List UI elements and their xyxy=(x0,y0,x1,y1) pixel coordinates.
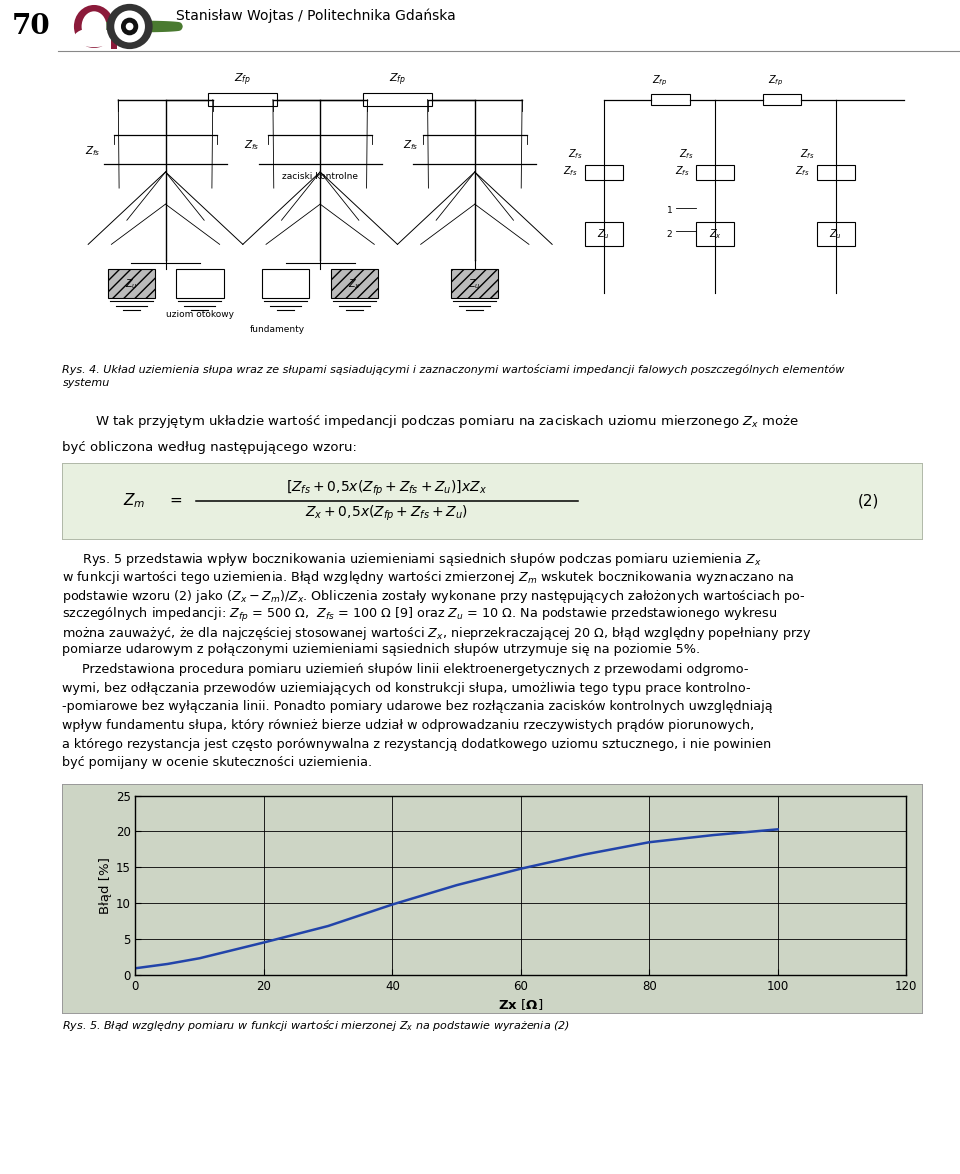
Text: zaciski kontrolne: zaciski kontrolne xyxy=(282,173,358,181)
Text: Stanisław Wojtas / Politechnika Gdańska: Stanisław Wojtas / Politechnika Gdańska xyxy=(176,8,455,22)
Ellipse shape xyxy=(74,5,114,48)
Bar xyxy=(762,94,802,104)
Text: $Z_u$: $Z_u$ xyxy=(125,277,137,291)
Bar xyxy=(585,222,623,245)
Bar xyxy=(262,269,309,298)
Text: $Z_{fs}$: $Z_{fs}$ xyxy=(402,137,419,151)
Text: $Z_{fs}$: $Z_{fs}$ xyxy=(675,164,689,178)
Text: $Z_x$: $Z_x$ xyxy=(348,277,361,291)
Text: $Z_x$: $Z_x$ xyxy=(708,228,722,241)
Text: -pomiarowe bez wyłączania linii. Ponadto pomiary udarowe bez rozłączania zaciskó: -pomiarowe bez wyłączania linii. Ponadto… xyxy=(62,701,773,714)
Text: (2): (2) xyxy=(857,493,878,508)
Text: W tak przyjętym układzie wartość impedancji podczas pomiaru na zaciskach uziomu : W tak przyjętym układzie wartość impedan… xyxy=(95,413,800,430)
Text: $Z_m$: $Z_m$ xyxy=(123,492,145,510)
Text: być pomijany w ocenie skuteczności uziemienia.: być pomijany w ocenie skuteczności uziem… xyxy=(62,756,372,769)
Text: a którego rezystancja jest często porównywalna z rezystancją dodatkowego uziomu : a którego rezystancja jest często porówn… xyxy=(62,737,772,750)
Text: $Z_u$: $Z_u$ xyxy=(468,277,481,291)
Text: Rys. 5 przedstawia wpływ bocznikowania uziemieniami sąsiednich słupów podczas po: Rys. 5 przedstawia wpływ bocznikowania u… xyxy=(62,551,762,567)
Text: $Z_{fs}$: $Z_{fs}$ xyxy=(564,164,578,178)
Bar xyxy=(697,222,734,245)
Ellipse shape xyxy=(126,22,133,31)
Text: wymi, bez odłączania przewodów uziemiających od konstrukcji słupa, umożliwia teg: wymi, bez odłączania przewodów uziemiają… xyxy=(62,682,751,695)
Text: $Z_{fs}$: $Z_{fs}$ xyxy=(244,137,259,151)
Bar xyxy=(177,269,224,298)
Text: $Z_u$: $Z_u$ xyxy=(829,228,842,241)
Bar xyxy=(697,166,734,180)
Bar xyxy=(817,166,854,180)
Text: pomiarze udarowym z połączonymi uziemieniami sąsiednich słupów utrzymuje się na : pomiarze udarowym z połączonymi uziemien… xyxy=(62,643,701,656)
Bar xyxy=(651,94,689,104)
Text: $Z_{fp}$: $Z_{fp}$ xyxy=(652,74,667,88)
Bar xyxy=(363,93,432,106)
Text: $Z_{fs}$: $Z_{fs}$ xyxy=(680,147,694,161)
Ellipse shape xyxy=(107,4,153,49)
Text: Rys. 5. Błąd względny pomiaru w funkcji wartości mierzonej $Z_x$ na podstawie wy: Rys. 5. Błąd względny pomiaru w funkcji … xyxy=(62,1018,570,1033)
Bar xyxy=(111,19,117,48)
Bar xyxy=(451,269,498,298)
Text: $Z_{fs}$: $Z_{fs}$ xyxy=(800,147,814,161)
Ellipse shape xyxy=(121,18,138,35)
Text: $Z_{fp}$: $Z_{fp}$ xyxy=(234,72,252,88)
Ellipse shape xyxy=(82,12,107,41)
Text: $Z_{fp}$: $Z_{fp}$ xyxy=(389,72,406,88)
Text: szczególnych impedancji: $Z_{fp}$ = 500 Ω,  $Z_{fs}$ = 100 Ω [9] oraz $Z_u$ = 10: szczególnych impedancji: $Z_{fp}$ = 500 … xyxy=(62,606,778,625)
Text: można zauważyć, że dla najczęściej stosowanej wartości $Z_x$, nieprzekraczającej: można zauważyć, że dla najczęściej stoso… xyxy=(62,625,812,642)
Text: uziom otokowy: uziom otokowy xyxy=(166,310,234,319)
Bar xyxy=(108,269,155,298)
Text: w funkcji wartości tego uziemienia. Błąd względny wartości zmierzonej $Z_m$ wsku: w funkcji wartości tego uziemienia. Błąd… xyxy=(62,569,795,586)
Bar xyxy=(331,269,378,298)
Text: =: = xyxy=(170,493,182,508)
Ellipse shape xyxy=(114,11,145,42)
Text: $Z_{fs}$: $Z_{fs}$ xyxy=(84,144,100,158)
Bar xyxy=(817,222,854,245)
Bar xyxy=(585,166,623,180)
Text: $Z_x+0{,}5x(Z_{fp}+Z_{fs}+Z_u)$: $Z_x+0{,}5x(Z_{fp}+Z_{fs}+Z_u)$ xyxy=(305,504,468,524)
Text: podstawie wzoru (2) jako $(Z_x - Z_m)/Z_x$. Obliczenia zostały wykonane przy nas: podstawie wzoru (2) jako $(Z_x - Z_m)/Z_… xyxy=(62,588,805,605)
Bar xyxy=(208,93,277,106)
Text: $[Z_{fs}+0{,}5x(Z_{fp}+Z_{fs}+Z_u)]xZ_x$: $[Z_{fs}+0{,}5x(Z_{fp}+Z_{fs}+Z_u)]xZ_x$ xyxy=(286,478,488,498)
Text: $Z_u$: $Z_u$ xyxy=(597,228,611,241)
Text: Przedstawiona procedura pomiaru uziemień słupów linii elektroenergetycznych z pr: Przedstawiona procedura pomiaru uziemień… xyxy=(62,663,749,676)
Text: $Z_{fs}$: $Z_{fs}$ xyxy=(567,147,582,161)
Y-axis label: Błąd [%]: Błąd [%] xyxy=(99,857,111,913)
Text: $Z_{fs}$: $Z_{fs}$ xyxy=(795,164,810,178)
Text: wpływ fundamentu słupa, który również bierze udział w odprowadzaniu rzeczywistyc: wpływ fundamentu słupa, który również bi… xyxy=(62,718,755,733)
Ellipse shape xyxy=(74,28,114,47)
Text: Rys. 4. Układ uziemienia słupa wraz ze słupami sąsiadującymi i zaznaczonymi wart: Rys. 4. Układ uziemienia słupa wraz ze s… xyxy=(62,364,845,389)
Text: fundamenty: fundamenty xyxy=(250,325,304,333)
Text: 1: 1 xyxy=(666,207,672,215)
Text: być obliczona według następującego wzoru:: być obliczona według następującego wzoru… xyxy=(62,441,357,454)
Text: 2: 2 xyxy=(667,230,672,238)
Text: 70: 70 xyxy=(12,13,50,40)
X-axis label: Zx $[\mathbf{\Omega}]$: Zx $[\mathbf{\Omega}]$ xyxy=(498,997,543,1012)
Text: $Z_{fp}$: $Z_{fp}$ xyxy=(768,74,783,88)
